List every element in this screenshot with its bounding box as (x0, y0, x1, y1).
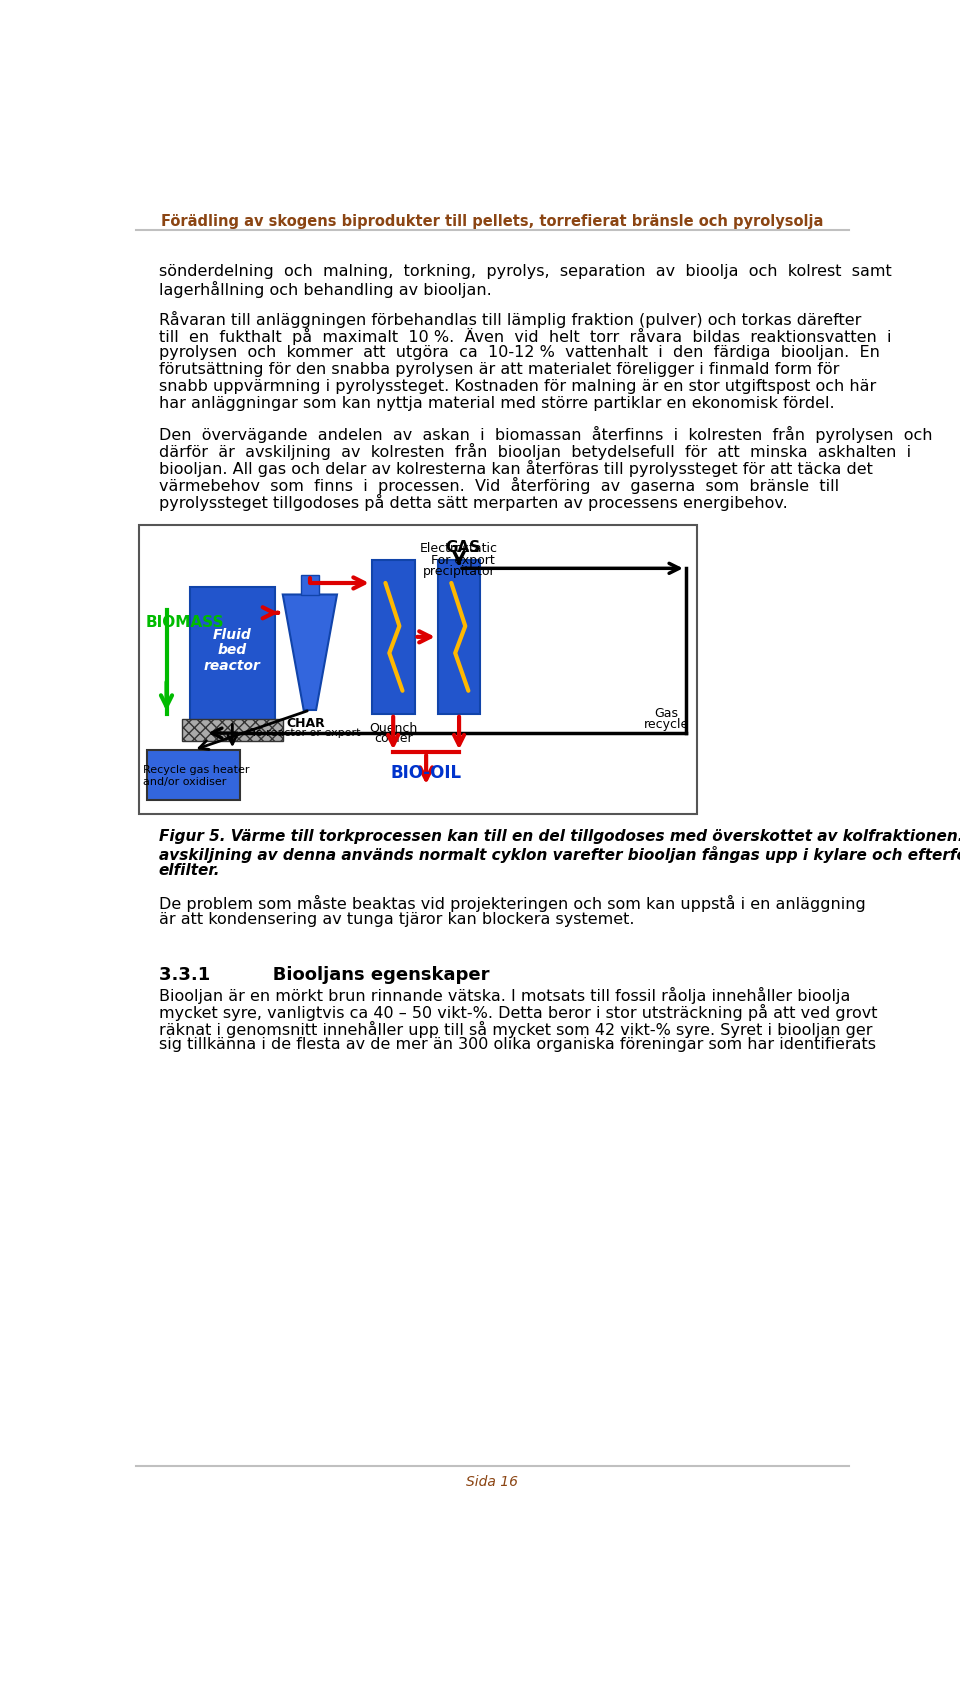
Text: De problem som måste beaktas vid projekteringen och som kan uppstå i en anläggni: De problem som måste beaktas vid projekt… (158, 895, 866, 912)
Text: BIOMASS: BIOMASS (146, 615, 224, 630)
Text: For export: For export (431, 554, 495, 566)
Text: Electrostatic: Electrostatic (420, 542, 498, 554)
Text: pyrolysen  och  kommer  att  utgöra  ca  10-12 %  vattenhalt  i  den  färdiga  b: pyrolysen och kommer att utgöra ca 10-12… (158, 345, 879, 360)
FancyBboxPatch shape (182, 720, 283, 741)
Text: bed: bed (218, 644, 247, 657)
Text: till  en  fukthalt  på  maximalt  10 %.  Även  vid  helt  torr  råvara  bildas  : till en fukthalt på maximalt 10 %. Även … (158, 328, 891, 345)
Text: Recycle gas heater: Recycle gas heater (143, 765, 250, 775)
Text: räknat i genomsnitt innehåller upp till så mycket som 42 vikt-% syre. Syret i bi: räknat i genomsnitt innehåller upp till … (158, 1020, 873, 1037)
Text: avskiljning av denna används normalt cyklon varefter biooljan fångas upp i kylar: avskiljning av denna används normalt cyk… (158, 844, 960, 863)
Text: Den  övervägande  andelen  av  askan  i  biomassan  återfinns  i  kolresten  frå: Den övervägande andelen av askan i bioma… (158, 426, 932, 443)
Text: snabb uppvärmning i pyrolyssteget. Kostnaden för malning är en stor utgiftspost : snabb uppvärmning i pyrolyssteget. Kostn… (158, 378, 876, 394)
Text: har anläggningar som kan nyttja material med större partiklar en ekonomisk förde: har anläggningar som kan nyttja material… (158, 395, 834, 410)
Bar (139, 525, 697, 814)
Text: biooljan. All gas och delar av kolresterna kan återföras till pyrolyssteget för : biooljan. All gas och delar av kolrester… (158, 459, 873, 476)
Text: mycket syre, vanligtvis ca 40 – 50 vikt-%. Detta beror i stor utsträckning på at: mycket syre, vanligtvis ca 40 – 50 vikt-… (158, 1003, 877, 1020)
Text: recycle: recycle (644, 718, 689, 731)
Text: BIO-OIL: BIO-OIL (391, 763, 462, 780)
Text: elfilter.: elfilter. (158, 861, 220, 877)
Text: Quench: Quench (369, 721, 418, 733)
Text: sönderdelning  och  malning,  torkning,  pyrolys,  separation  av  bioolja  och : sönderdelning och malning, torkning, pyr… (158, 263, 892, 279)
FancyBboxPatch shape (190, 588, 275, 723)
FancyBboxPatch shape (300, 576, 319, 595)
Text: Gas: Gas (655, 706, 679, 720)
Text: är att kondensering av tunga tjäror kan blockera systemet.: är att kondensering av tunga tjäror kan … (158, 912, 635, 927)
Polygon shape (283, 595, 337, 711)
Text: reactor: reactor (204, 659, 261, 672)
Text: and/or oxidiser: and/or oxidiser (143, 777, 227, 787)
Text: sig tillkänna i de flesta av de mer än 300 olika organiska föreningar som har id: sig tillkänna i de flesta av de mer än 3… (158, 1037, 876, 1052)
Text: precipitator: precipitator (422, 564, 495, 578)
Text: To reactor or export: To reactor or export (252, 728, 361, 738)
Text: GAS: GAS (445, 540, 481, 554)
Text: 3.3.1          Biooljans egenskaper: 3.3.1 Biooljans egenskaper (158, 966, 490, 983)
Text: lagerhållning och behandling av biooljan.: lagerhållning och behandling av biooljan… (158, 280, 492, 299)
Text: därför  är  avskiljning  av  kolresten  från  biooljan  betydelsefull  för  att : därför är avskiljning av kolresten från … (158, 443, 911, 459)
Text: Figur 5. Värme till torkprocessen kan till en del tillgodoses med överskottet av: Figur 5. Värme till torkprocessen kan ti… (158, 828, 960, 843)
FancyBboxPatch shape (438, 561, 480, 714)
Text: CHAR: CHAR (287, 716, 325, 730)
FancyBboxPatch shape (147, 750, 240, 801)
Text: pyrolyssteget tillgodoses på detta sätt merparten av processens energibehov.: pyrolyssteget tillgodoses på detta sätt … (158, 493, 787, 510)
Text: Sida 16: Sida 16 (466, 1474, 518, 1488)
Text: värmebehov  som  finns  i  processen.  Vid  återföring  av  gaserna  som  bränsl: värmebehov som finns i processen. Vid åt… (158, 476, 839, 493)
Text: Råvaran till anläggningen förbehandlas till lämplig fraktion (pulver) och torkas: Råvaran till anläggningen förbehandlas t… (158, 311, 861, 328)
Text: Biooljan är en mörkt brun rinnande vätska. I motsats till fossil råolja innehåll: Biooljan är en mörkt brun rinnande vätsk… (158, 986, 851, 1003)
Text: förutsättning för den snabba pyrolysen är att materialet föreligger i finmald fo: förutsättning för den snabba pyrolysen ä… (158, 361, 839, 377)
Text: Fluid: Fluid (213, 628, 252, 642)
FancyBboxPatch shape (372, 561, 415, 714)
Text: cooler: cooler (373, 731, 413, 745)
Text: Förädling av skogens biprodukter till pellets, torrefierat bränsle och pyrolysol: Förädling av skogens biprodukter till pe… (161, 213, 823, 228)
